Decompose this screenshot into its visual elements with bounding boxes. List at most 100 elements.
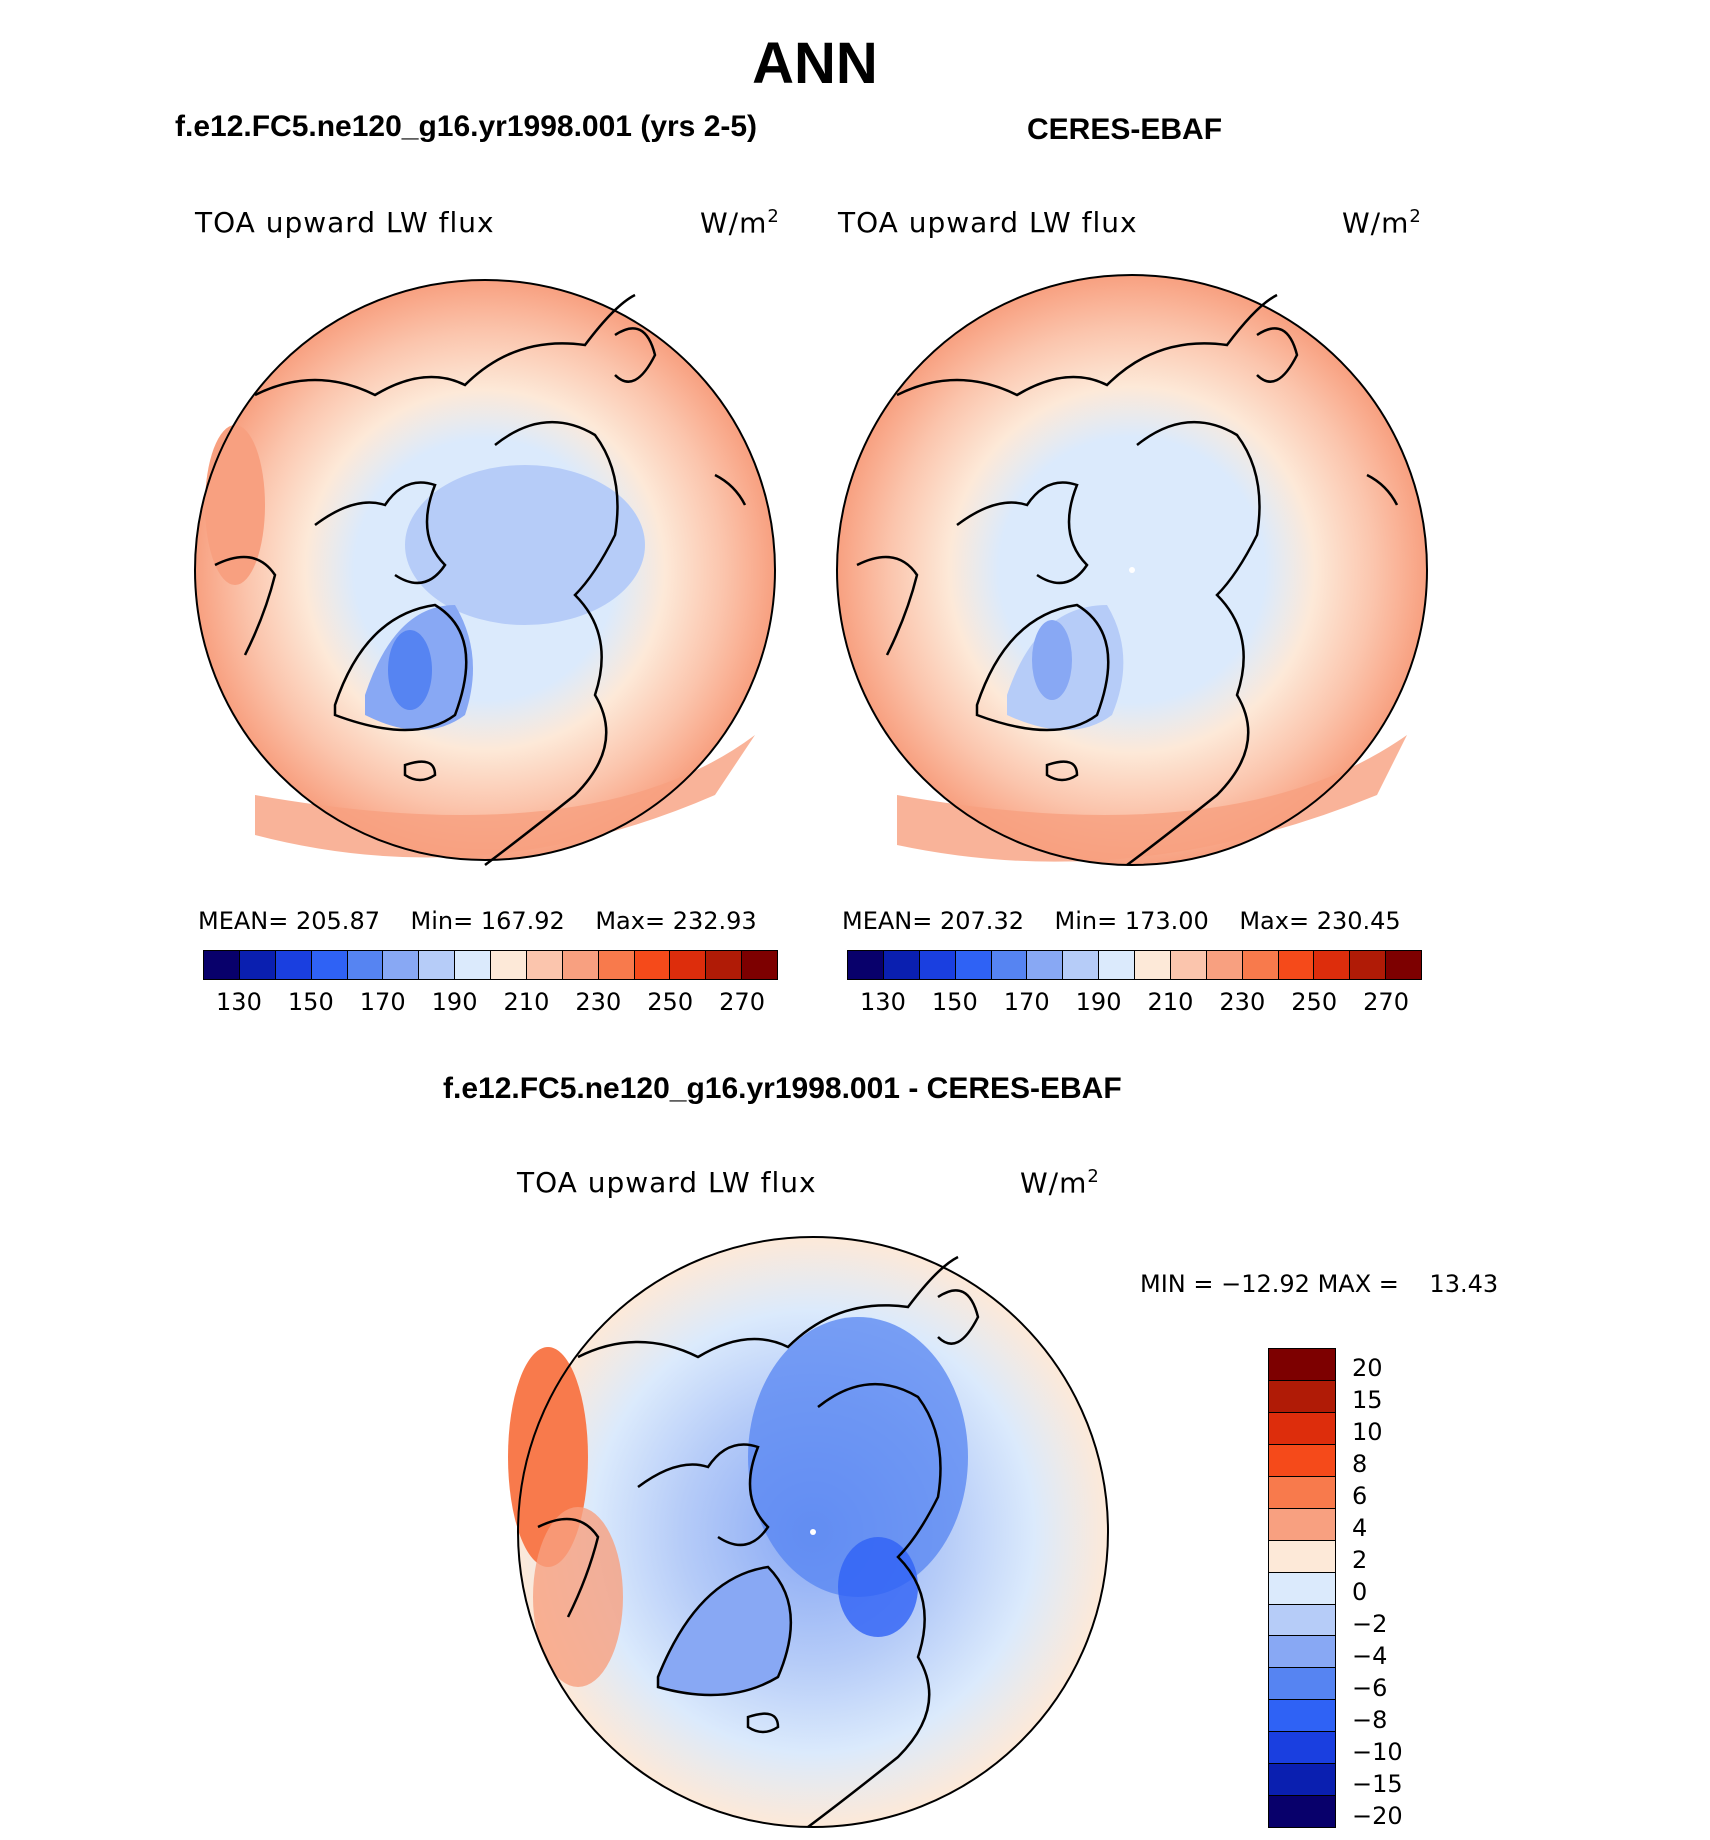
negative-region [748, 1317, 968, 1597]
colorbar-tick-label: 230 [575, 988, 622, 1016]
colorbar-tick-label: 15 [1352, 1386, 1383, 1414]
warm-band [255, 735, 755, 858]
coastlines [537, 1255, 980, 1828]
colorbar-tick-label: −6 [1352, 1674, 1388, 1702]
greenland-core [1032, 620, 1072, 700]
obs-case-title: CERES-EBAF [1027, 113, 1223, 146]
colorbar-tick-label: 4 [1352, 1514, 1368, 1542]
obs-units-label: W/m2 [1342, 206, 1422, 240]
colorbar-swatch [347, 951, 384, 979]
colorbar-swatch [919, 951, 956, 979]
colorbar-swatch [1269, 1572, 1335, 1605]
model-colorbar-ticks: 130 150 170 190 210 230 250 270 [203, 988, 778, 1018]
colorbar-tick-label: 190 [1075, 988, 1122, 1016]
colorbar-swatch [598, 951, 635, 979]
colorbar-swatch [239, 951, 276, 979]
greenland-region [658, 1567, 791, 1695]
model-case-title: f.e12.FC5.ne120_g16.yr1998.001 (yrs 2-5) [175, 110, 758, 143]
colorbar-tick-label: 150 [931, 988, 978, 1016]
colorbar-swatch [1269, 1604, 1335, 1637]
colorbar-swatch [1269, 1412, 1335, 1445]
diff-units-label: W/m2 [1020, 1166, 1100, 1200]
figure-title: ANN [752, 31, 878, 96]
colorbar-swatch [1063, 951, 1100, 979]
colorbar-swatch [1269, 1636, 1335, 1669]
colorbar-tick-label: 270 [1363, 988, 1409, 1016]
colorbar-swatch [204, 951, 240, 979]
colorbar-tick-label: 210 [1147, 988, 1194, 1016]
obs-colorbar-ticks: 130 150 170 190 210 230 250 270 [847, 988, 1422, 1018]
colorbar-tick-label: 230 [1219, 988, 1266, 1016]
colorbar-swatch [383, 951, 420, 979]
greenland-core [388, 630, 432, 710]
diff-stats: MIN = −12.92 MAX = 13.43 [1140, 1270, 1499, 1298]
colorbar-swatch [1027, 951, 1064, 979]
model-variable-label: TOA upward LW flux [195, 206, 495, 239]
colorbar-swatch [1350, 951, 1387, 979]
model-polar-map [194, 279, 776, 866]
model-stats: MEAN= 205.87 Min= 167.92 Max= 232.93 [198, 907, 757, 935]
obs-polar-map [836, 274, 1428, 866]
colorbar-tick-label: 6 [1352, 1482, 1368, 1510]
colorbar-swatch [883, 951, 920, 979]
colorbar-tick-label: 190 [431, 988, 478, 1016]
warm-region [205, 425, 265, 585]
colorbar-swatch [1269, 1444, 1335, 1477]
colorbar-swatch [1242, 951, 1279, 979]
colorbar-tick-label: −20 [1352, 1802, 1403, 1830]
colorbar-swatch [1269, 1732, 1335, 1765]
colorbar-swatch [562, 951, 599, 979]
colorbar-swatch [1099, 951, 1135, 979]
warm-band [897, 735, 1407, 862]
diff-polar-map [508, 1236, 1109, 1828]
colorbar-swatch [848, 951, 884, 979]
colorbar-tick-label: −10 [1352, 1738, 1403, 1766]
colorbar-tick-label: 10 [1352, 1418, 1383, 1446]
colorbar-tick-label: −2 [1352, 1610, 1388, 1638]
diff-colorbar-ticks: 20 15 10 8 6 4 2 0 −2 −4 −6 −8 −10 −15 −20 [1352, 1348, 1442, 1830]
pole-point [1129, 567, 1135, 573]
colorbar-tick-label: 210 [503, 988, 550, 1016]
coastlines [214, 293, 747, 866]
colorbar-swatch [1269, 1380, 1335, 1413]
colorbar-swatch [526, 951, 563, 979]
colorbar-tick-label: 130 [216, 988, 262, 1016]
colorbar-swatch [1314, 951, 1351, 979]
colorbar-swatch [1206, 951, 1243, 979]
diff-case-title: f.e12.FC5.ne120_g16.yr1998.001 - CERES-E… [443, 1072, 1122, 1105]
colorbar-swatch [1269, 1540, 1335, 1573]
strong-negative-region [838, 1537, 918, 1637]
colorbar-swatch [670, 951, 707, 979]
colorbar-tick-label: 250 [647, 988, 694, 1016]
colorbar-tick-label: 170 [1003, 988, 1050, 1016]
colorbar-swatch [1135, 951, 1171, 979]
obs-stats: MEAN= 207.32 Min= 173.00 Max= 230.45 [842, 907, 1401, 935]
colorbar-swatch [1269, 1668, 1335, 1701]
colorbar-swatch [991, 951, 1028, 979]
colorbar-tick-label: 250 [1291, 988, 1338, 1016]
map-border [836, 274, 1428, 866]
colorbar-swatch [955, 951, 992, 979]
coastlines [856, 293, 1399, 866]
model-units-label: W/m2 [700, 206, 780, 240]
colorbar-tick-label: 2 [1352, 1546, 1368, 1574]
colorbar-tick-label: 8 [1352, 1450, 1368, 1478]
colorbar-swatch [491, 951, 527, 979]
colorbar-tick-label: −4 [1352, 1642, 1388, 1670]
colorbar-swatch [1386, 951, 1421, 979]
colorbar-swatch [419, 951, 456, 979]
obs-colorbar [847, 950, 1422, 980]
colorbar-swatch [634, 951, 671, 979]
colorbar-swatch [1269, 1476, 1335, 1509]
obs-variable-label: TOA upward LW flux [838, 206, 1138, 239]
colorbar-swatch [1269, 1349, 1335, 1381]
pole-point [810, 1529, 816, 1535]
colorbar-tick-label: 150 [287, 988, 334, 1016]
colorbar-swatch [742, 951, 777, 979]
colorbar-swatch [1269, 1764, 1335, 1797]
diff-colorbar [1268, 1348, 1336, 1828]
map-border [517, 1236, 1109, 1828]
colorbar-tick-label: 130 [860, 988, 906, 1016]
colorbar-swatch [1278, 951, 1315, 979]
diff-variable-label: TOA upward LW flux [517, 1166, 817, 1199]
